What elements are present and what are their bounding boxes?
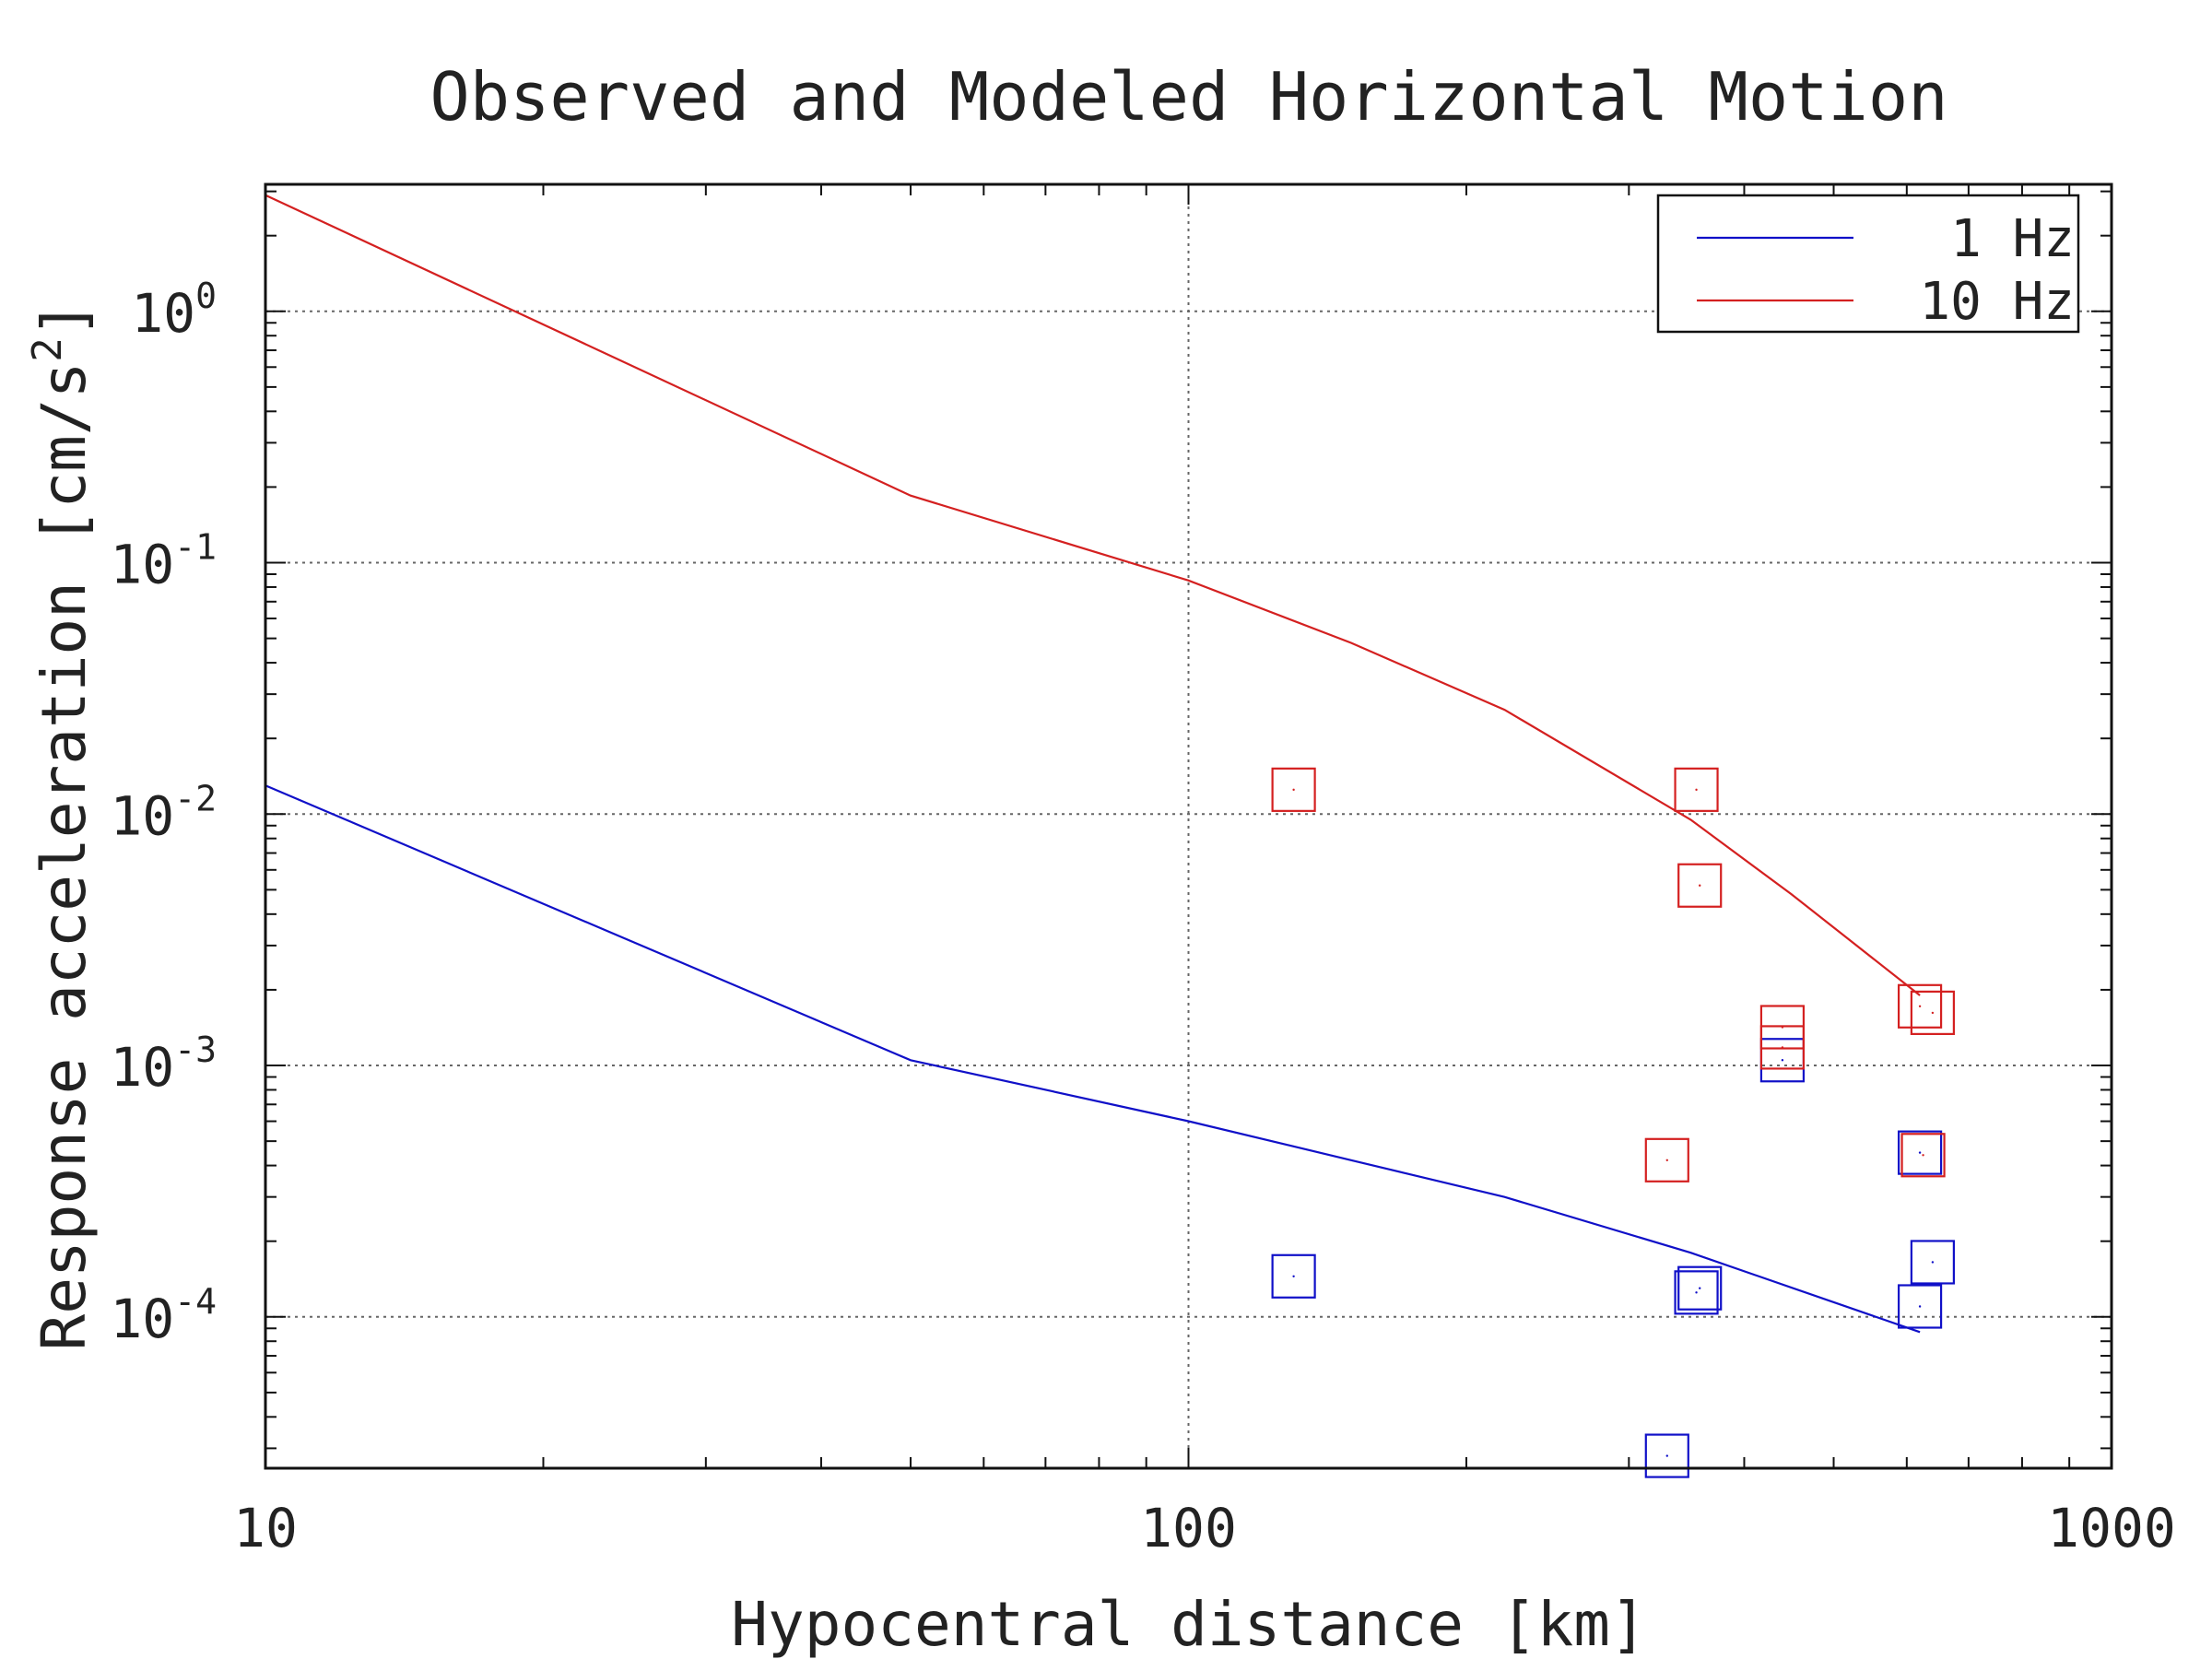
observed-point-center-0 (1932, 1261, 1934, 1263)
observed-point-center-0 (1919, 1305, 1921, 1307)
x-tick-label: 10 (233, 1497, 298, 1559)
y-tick-label-base: 10 (110, 534, 174, 596)
observed-point-center-0 (1292, 1276, 1294, 1277)
observed-point-center-1 (1699, 885, 1700, 887)
legend: 1 Hz10 Hz (1658, 195, 2078, 332)
y-tick-label-exponent: -2 (174, 778, 217, 818)
observed-point-center-1 (1782, 1026, 1783, 1028)
y-tick-label-exponent: -1 (174, 527, 217, 568)
y-tick-label-exponent: -4 (174, 1281, 217, 1322)
observed-point-center-1 (1919, 1006, 1921, 1007)
y-tick-label-base: 10 (131, 282, 195, 345)
y-tick-label-base: 10 (110, 784, 174, 847)
y-tick-label-base: 10 (110, 1288, 174, 1350)
legend-label-0: 1 Hz (1950, 209, 2075, 269)
observed-point-center-1 (1292, 789, 1294, 791)
legend-label-1: 10 Hz (1919, 272, 2075, 332)
observed-point-center-0 (1666, 1454, 1668, 1456)
y-tick-label-base: 10 (110, 1036, 174, 1099)
observed-point-center-1 (1922, 1154, 1924, 1156)
x-tick-label: 100 (1140, 1497, 1237, 1559)
y-axis-label-superscript: 2 (24, 337, 71, 362)
observed-point-center-0 (1695, 1291, 1697, 1293)
chart-title: Observed and Modeled Horizontal Motion (429, 58, 1947, 135)
observed-point-center-1 (1695, 789, 1697, 791)
observed-point-center-0 (1919, 1151, 1921, 1153)
observed-point-center-0 (1782, 1059, 1783, 1061)
y-tick-label-exponent: 0 (195, 276, 217, 316)
observed-point-center-1 (1932, 1012, 1934, 1014)
y-tick-label-exponent: -3 (174, 1030, 217, 1070)
observed-point-center-0 (1699, 1288, 1700, 1289)
observed-point-center-1 (1666, 1159, 1668, 1161)
x-axis-label: Hypocentral distance [km] (731, 1589, 1646, 1659)
y-axis-label: Response acceleration [cm/s2] (24, 300, 100, 1350)
x-tick-label: 1000 (2047, 1497, 2176, 1559)
y-axis-label-main: Response acceleration [cm/s (29, 362, 100, 1351)
y-axis-label-end: ] (29, 300, 100, 337)
